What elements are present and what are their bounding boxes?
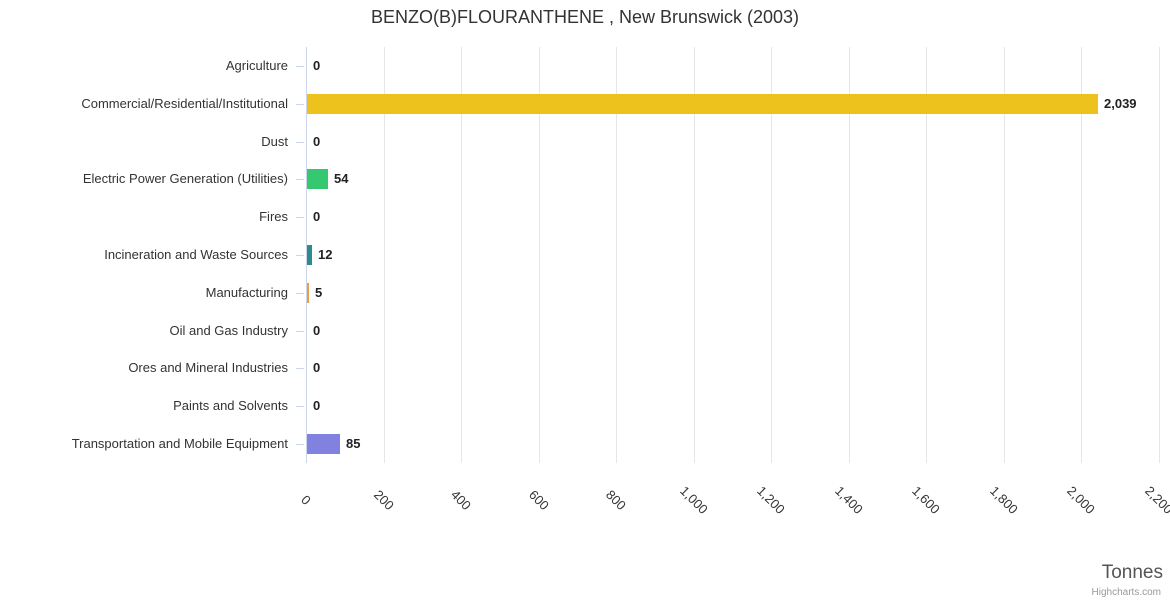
category-label-oil-and-gas-industry: Oil and Gas Industry <box>169 323 289 338</box>
x-axis-tick-label: 1,400 <box>832 483 866 517</box>
gridline <box>693 47 695 463</box>
x-axis-tick-label: 1,600 <box>909 483 944 517</box>
category-label-agriculture: Agriculture <box>225 58 288 73</box>
x-axis-tick-label: 0 <box>298 492 314 508</box>
x-axis-tick-label: 1,200 <box>754 483 789 517</box>
x-axis-tick-label: 600 <box>525 487 552 513</box>
bar-electric-power-generation-utilities[interactable] <box>307 169 328 189</box>
category-label-paints-and-solvents: Paints and Solvents <box>173 398 288 413</box>
bar-incineration-and-waste-sources[interactable] <box>307 245 312 265</box>
highcharts-credits-link[interactable]: Highcharts.com <box>1091 587 1161 598</box>
gridline <box>926 47 928 463</box>
category-tick-mark <box>296 293 304 294</box>
value-label-paints-and-solvents: 0 <box>313 398 321 413</box>
bar-commercial-residential-institutional[interactable] <box>307 94 1098 114</box>
gridline <box>771 47 773 463</box>
category-axis-line <box>306 47 307 463</box>
category-tick-mark <box>296 179 304 180</box>
gridline <box>1159 47 1160 463</box>
category-tick-mark <box>296 406 304 407</box>
value-label-transportation-and-mobile-equipment: 85 <box>346 436 361 451</box>
category-label-manufacturing: Manufacturing <box>205 285 288 300</box>
value-label-oil-and-gas-industry: 0 <box>313 323 321 338</box>
category-label-electric-power-generation-utilities: Electric Power Generation (Utilities) <box>82 171 288 186</box>
value-label-electric-power-generation-utilities: 54 <box>334 171 349 186</box>
gridline <box>383 47 385 463</box>
gridline <box>1081 47 1083 463</box>
category-tick-mark <box>296 331 304 332</box>
gridline <box>461 47 463 463</box>
gridline <box>1003 47 1005 463</box>
bar-manufacturing[interactable] <box>307 283 309 303</box>
category-tick-mark <box>296 368 304 369</box>
category-tick-mark <box>296 217 304 218</box>
value-label-incineration-and-waste-sources: 12 <box>318 247 333 262</box>
category-label-dust: Dust <box>261 134 288 149</box>
x-axis-tick-label: 2,000 <box>1064 483 1099 517</box>
category-tick-mark <box>296 66 304 67</box>
x-axis-tick-label: 800 <box>603 487 630 513</box>
x-axis-tick-label: 1,000 <box>676 483 711 517</box>
category-tick-mark <box>296 142 304 143</box>
chart-title: BENZO(B)FLOURANTHENE , New Brunswick (20… <box>370 7 800 27</box>
category-tick-mark <box>296 444 304 445</box>
category-tick-mark <box>296 104 304 105</box>
category-tick-mark <box>296 255 304 256</box>
gridline <box>848 47 850 463</box>
category-label-fires: Fires <box>259 209 288 224</box>
x-axis-tick-label: 200 <box>370 487 397 513</box>
gridline <box>538 47 540 463</box>
gridline <box>616 47 618 463</box>
x-axis-tick-label: 2,200 <box>1142 483 1170 517</box>
category-label-incineration-and-waste-sources: Incineration and Waste Sources <box>104 247 288 262</box>
value-label-commercial-residential-institutional: 2,039 <box>1104 96 1137 111</box>
bar-transportation-and-mobile-equipment[interactable] <box>307 434 340 454</box>
x-axis-tick-label: 400 <box>448 487 475 513</box>
value-label-fires: 0 <box>313 209 321 224</box>
category-label-ores-and-mineral-industries: Ores and Mineral Industries <box>128 360 288 375</box>
value-label-agriculture: 0 <box>313 58 321 73</box>
category-label-transportation-and-mobile-equipment: Transportation and Mobile Equipment <box>71 436 288 451</box>
value-label-dust: 0 <box>313 134 321 149</box>
category-label-commercial-residential-institutional: Commercial/Residential/Institutional <box>81 96 288 111</box>
value-label-manufacturing: 5 <box>315 285 323 300</box>
x-axis-tick-label: 1,800 <box>987 483 1021 517</box>
x-axis-title: Tonnes <box>1101 562 1163 583</box>
value-label-ores-and-mineral-industries: 0 <box>313 360 321 375</box>
